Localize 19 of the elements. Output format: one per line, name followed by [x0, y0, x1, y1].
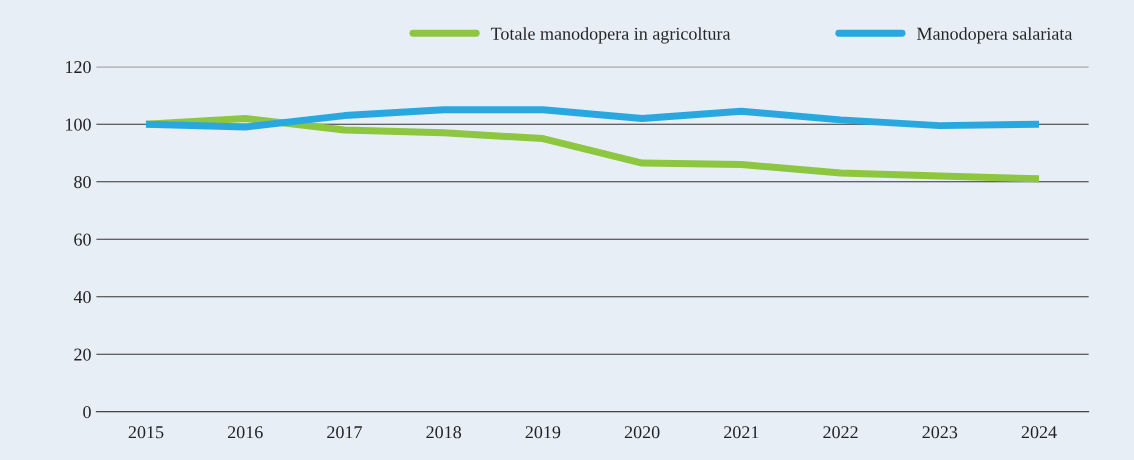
y-tick-label: 40 — [73, 290, 91, 304]
y-tick-label: 0 — [83, 405, 91, 419]
x-tick-label: 2021 — [724, 426, 759, 439]
y-tick-label: 100 — [66, 118, 91, 131]
legend-label: Totale manodopera in agricoltura — [490, 27, 731, 44]
x-tick-label: 2016 — [227, 426, 263, 439]
x-tick-label: 2018 — [426, 426, 462, 439]
x-tick-label: 2023 — [922, 426, 958, 439]
y-tick-label: 120 — [66, 60, 91, 74]
x-tick-label: 2015 — [128, 426, 164, 439]
y-tick-label: 80 — [74, 175, 91, 189]
x-tick-label: 2019 — [525, 426, 561, 439]
x-tick-label: 2017 — [327, 426, 362, 439]
x-tick-label: 2022 — [823, 426, 858, 439]
legend-label: Manodopera salariata — [917, 27, 1073, 44]
y-tick-label: 60 — [74, 233, 91, 246]
x-tick-label: 2020 — [624, 426, 660, 439]
y-tick-label: 20 — [74, 348, 91, 361]
x-tick-label: 2024 — [1021, 426, 1057, 439]
